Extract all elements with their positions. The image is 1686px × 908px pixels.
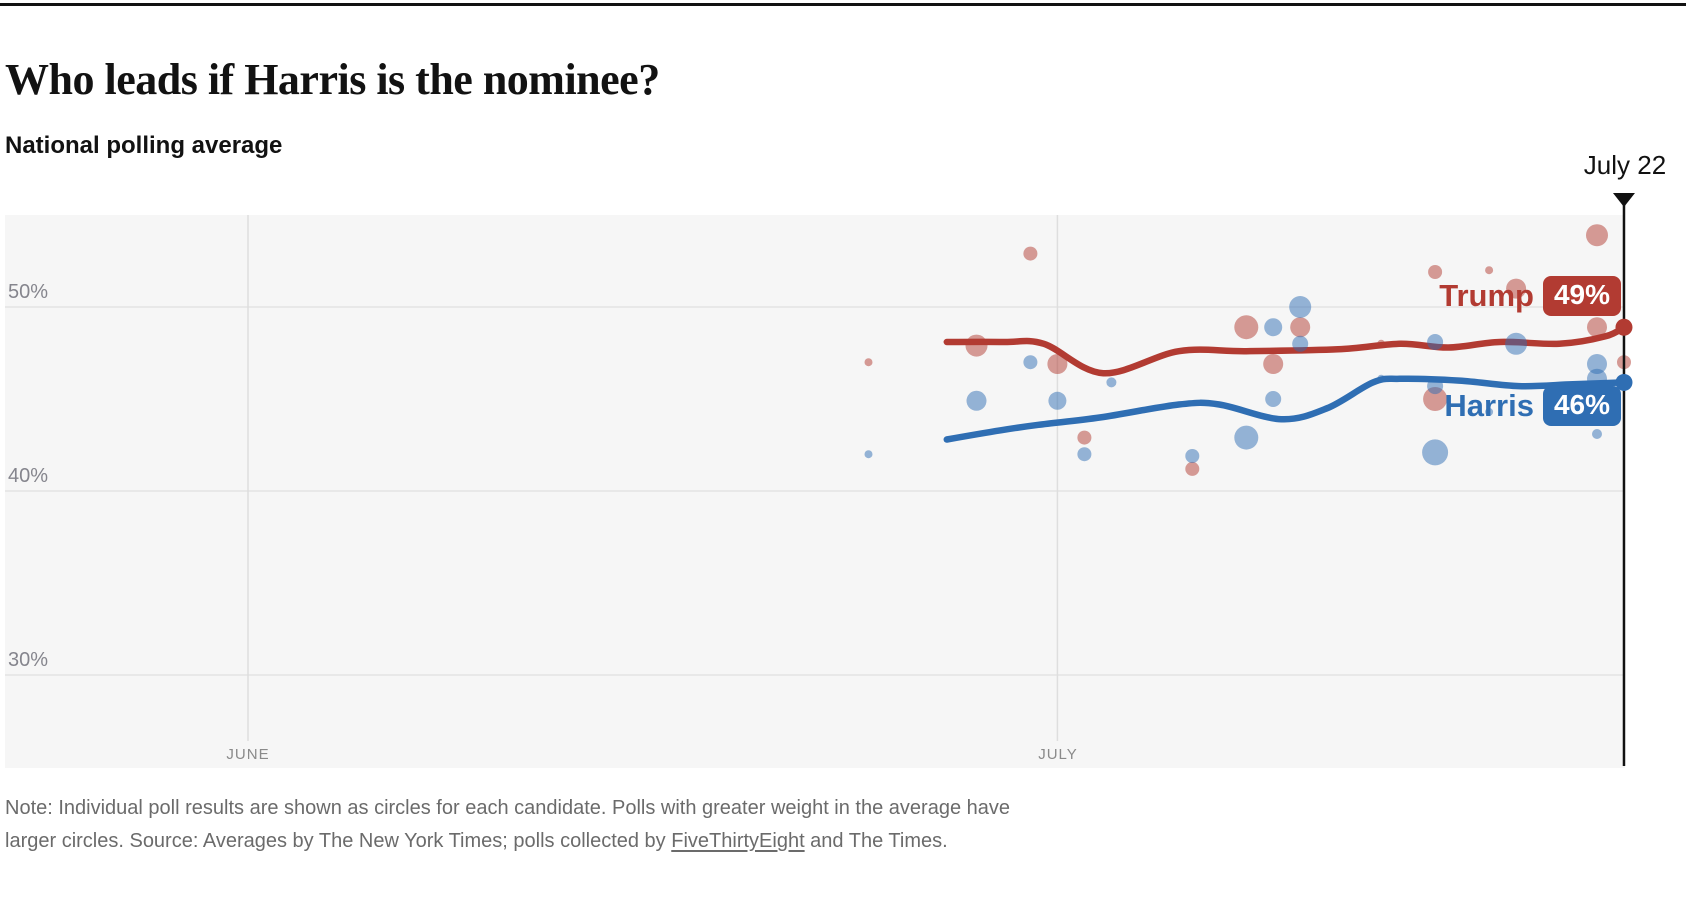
x-axis-tick-july: JULY bbox=[1038, 746, 1078, 763]
y-axis-tick-40: 40% bbox=[8, 465, 49, 487]
top-rule bbox=[0, 3, 1686, 6]
plot-area bbox=[5, 215, 1625, 768]
trump-label: Trump bbox=[1439, 278, 1534, 313]
x-axis-tick-june: JUNE bbox=[226, 746, 270, 763]
page-title: Who leads if Harris is the nominee? bbox=[5, 55, 660, 104]
y-axis-tick-30: 30% bbox=[8, 649, 49, 671]
footnote-line2: larger circles. Source: Averages by The … bbox=[5, 830, 948, 852]
trump-value-badge: 49% bbox=[1542, 276, 1621, 316]
harris-label: Harris bbox=[1444, 388, 1534, 423]
cursor-triangle-icon bbox=[1612, 193, 1635, 207]
trump-series-label-group: Trump 49% bbox=[1439, 276, 1621, 316]
cursor-date-label: July 22 bbox=[1583, 150, 1667, 180]
y-axis-tick-50: 50% bbox=[8, 281, 49, 303]
fivethirtyeight-link[interactable]: FiveThirtyEight bbox=[671, 830, 805, 852]
chart-subtitle: National polling average bbox=[5, 132, 283, 159]
footnote: Note: Individual poll results are shown … bbox=[5, 792, 1010, 858]
footnote-line1: Note: Individual poll results are shown … bbox=[5, 797, 1010, 819]
harris-value-badge: 46% bbox=[1542, 386, 1621, 426]
harris-series-label-group: Harris 46% bbox=[1444, 386, 1621, 426]
